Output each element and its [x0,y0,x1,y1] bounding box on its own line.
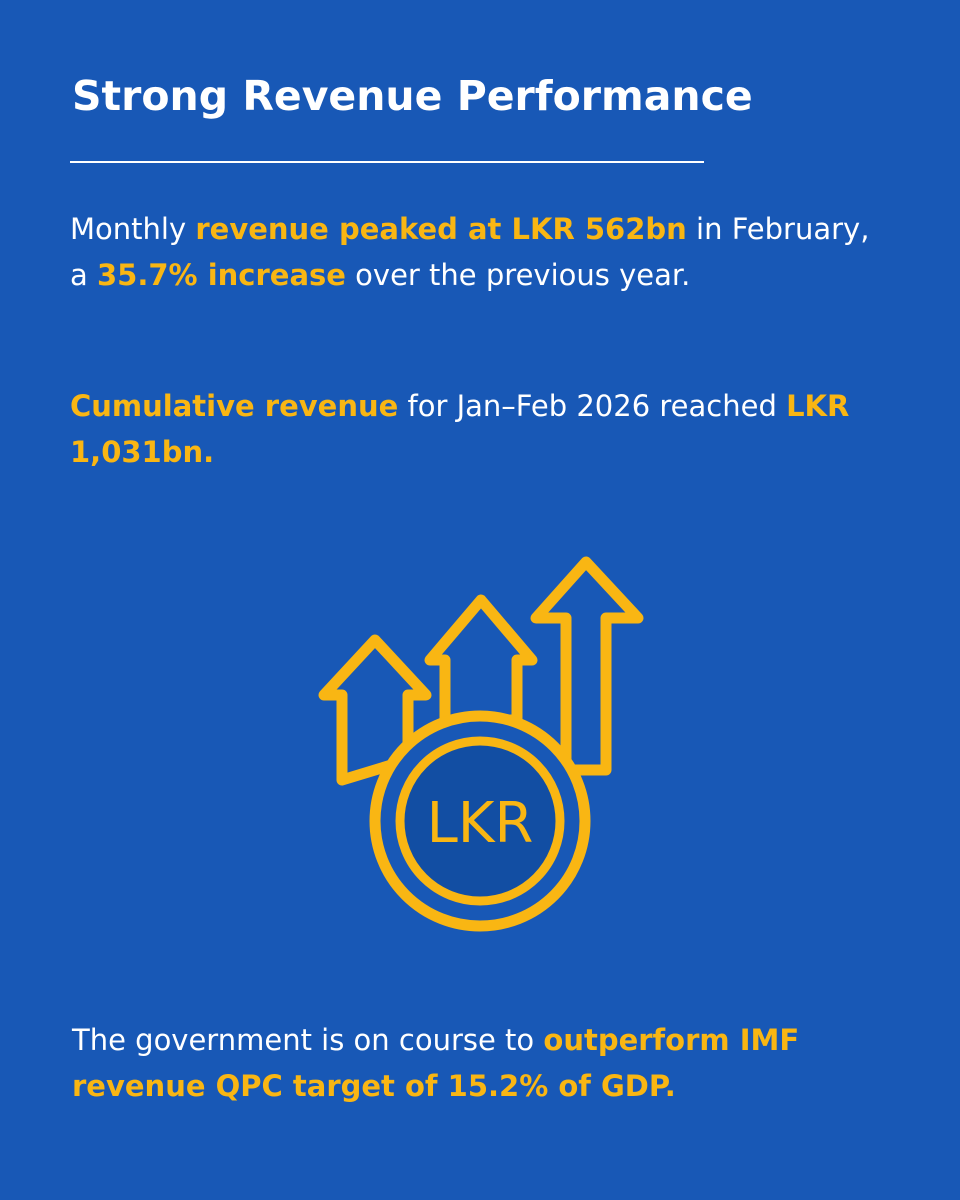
text-segment: for Jan–Feb 2026 reached [398,389,787,423]
right-arrow-shape [530,556,644,776]
coin-label: LKR [427,791,534,856]
page-title: Strong Revenue Performance [72,72,753,120]
highlight-increase: 35.7% increase [97,258,346,292]
growth-arrows-coin-icon: LKR [300,545,660,935]
highlight-imf-target: outperform IMF revenue QPC target of 15.… [72,1023,800,1103]
imf-target-paragraph: The government is on course to outperfor… [72,1017,902,1109]
text-segment: The government is on course to [72,1023,544,1057]
text-segment: over the previous year. [345,258,691,292]
coin-inner-ring [395,736,565,906]
text-segment: Monthly [70,212,196,246]
text-segment: in February, a [70,212,870,292]
highlight-cumulative-revenue: Cumulative revenue [70,389,399,423]
cumulative-revenue-paragraph: Cumulative revenue for Jan–Feb 2026 reac… [70,383,900,475]
middle-arrow-shape [424,594,538,726]
highlight-cumulative-amount: LKR 1,031bn. [70,389,850,469]
highlight-revenue-peak: revenue peaked at LKR 562bn [195,212,687,246]
title-divider [70,161,704,163]
revenue-peak-paragraph: Monthly revenue peaked at LKR 562bn in F… [70,206,870,298]
